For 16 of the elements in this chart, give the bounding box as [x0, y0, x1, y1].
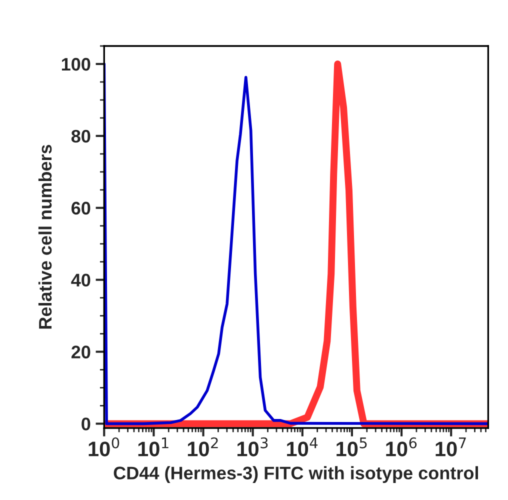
- x-tick-label: 10$^{5}$: [336, 438, 367, 456]
- y-axis-title: Relative cell numbers: [38, 144, 52, 329]
- x-axis-title: CD44 (Hermes-3) FITC with isotype control: [114, 466, 478, 483]
- x-tick-label: 10$^{3}$: [237, 437, 268, 456]
- x-tick-label: 10$^{6}$: [386, 437, 417, 456]
- y-tick-label: 80: [71, 130, 90, 143]
- x-tick-label: 10$^{0}$: [88, 437, 120, 456]
- x-tick-label: 10$^{2}$: [188, 437, 218, 456]
- x-tick-label: 10$^{7}$: [436, 438, 466, 456]
- x-tick-label: 10$^{4}$: [287, 438, 318, 456]
- y-tick-label: 60: [72, 202, 90, 215]
- x-tick-label: 10$^{1}$: [138, 438, 168, 456]
- y-tick-label: 0: [82, 418, 90, 430]
- y-tick-label: 20: [71, 346, 90, 358]
- y-tick-label: 40: [71, 274, 90, 287]
- y-tick-label: 100: [62, 58, 90, 71]
